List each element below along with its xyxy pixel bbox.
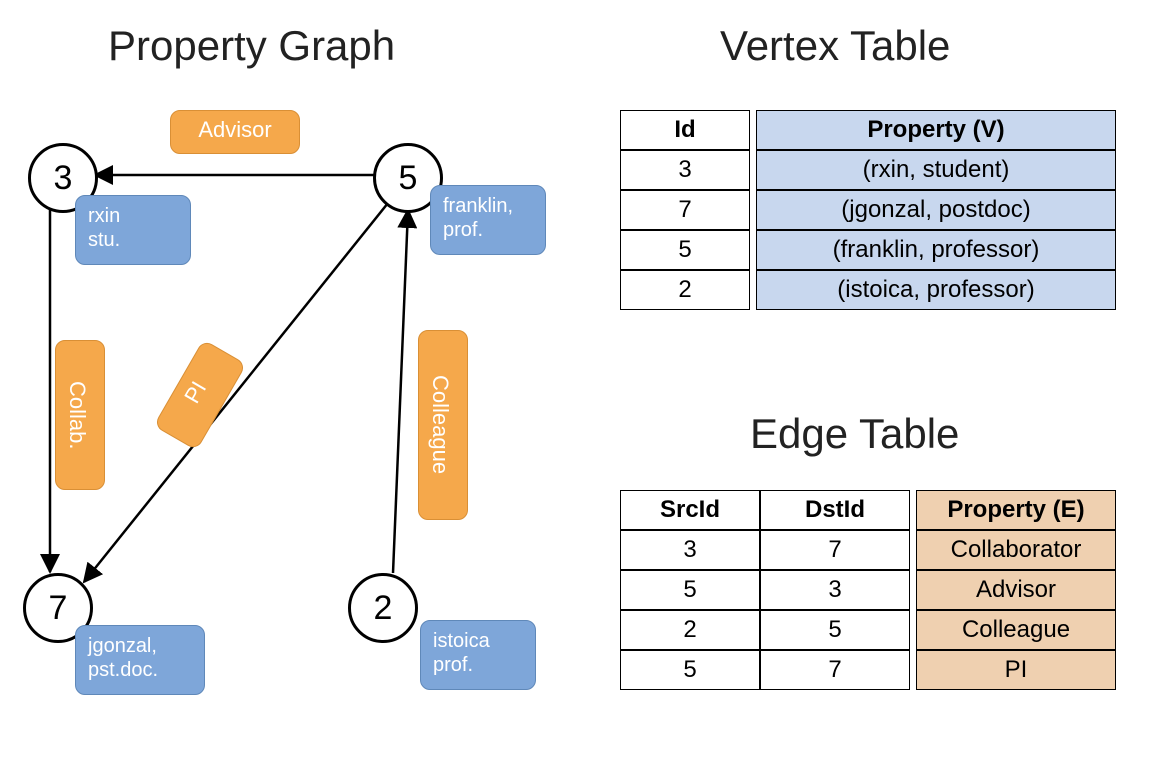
table-row: 2(istoica, professor)	[620, 270, 1116, 310]
cell-id: 2	[620, 270, 750, 310]
cell-prop: (rxin, student)	[756, 150, 1116, 190]
cell-prop: (franklin, professor)	[756, 230, 1116, 270]
col-header-id: Id	[620, 110, 750, 150]
table-row: 7(jgonzal, postdoc)	[620, 190, 1116, 230]
title-property-graph: Property Graph	[108, 22, 395, 70]
node-prop-box-3: rxinstu.	[75, 195, 191, 265]
cell-dst: 5	[760, 610, 910, 650]
cell-src: 3	[620, 530, 760, 570]
table-row: 57PI	[620, 650, 1116, 690]
cell-src: 5	[620, 570, 760, 610]
table-row: 3(rxin, student)	[620, 150, 1116, 190]
edge-2-5	[393, 210, 408, 573]
col-header-prop: Property (V)	[756, 110, 1116, 150]
cell-id: 7	[620, 190, 750, 230]
table-row: 37Collaborator	[620, 530, 1116, 570]
cell-prop: (jgonzal, postdoc)	[756, 190, 1116, 230]
col-header-src: SrcId	[620, 490, 760, 530]
cell-dst: 3	[760, 570, 910, 610]
cell-prop: Advisor	[916, 570, 1116, 610]
cell-prop: Colleague	[916, 610, 1116, 650]
table-row: 5(franklin, professor)	[620, 230, 1116, 270]
table-row: 25Colleague	[620, 610, 1116, 650]
diagram-root: { "titles": { "propertyGraph": "Property…	[0, 0, 1170, 760]
node-prop-box-7: jgonzal,pst.doc.	[75, 625, 205, 695]
edge-label-colleague: Colleague	[418, 330, 468, 520]
cell-prop: Collaborator	[916, 530, 1116, 570]
node-prop-box-2: istoicaprof.	[420, 620, 536, 690]
cell-src: 5	[620, 650, 760, 690]
table-row: 53Advisor	[620, 570, 1116, 610]
node-prop-box-5: franklin,prof.	[430, 185, 546, 255]
edge-label-pi: PI	[153, 339, 246, 451]
cell-dst: 7	[760, 650, 910, 690]
cell-src: 2	[620, 610, 760, 650]
col-header-prop: Property (E)	[916, 490, 1116, 530]
cell-id: 3	[620, 150, 750, 190]
table-header-row: IdProperty (V)	[620, 110, 1116, 150]
node-2: 2	[348, 573, 418, 643]
cell-prop: (istoica, professor)	[756, 270, 1116, 310]
cell-id: 5	[620, 230, 750, 270]
col-header-dst: DstId	[760, 490, 910, 530]
edge-table: SrcIdDstIdProperty (E)37Collaborator53Ad…	[620, 490, 1116, 690]
title-edge-table: Edge Table	[750, 410, 959, 458]
cell-prop: PI	[916, 650, 1116, 690]
cell-dst: 7	[760, 530, 910, 570]
vertex-table: IdProperty (V)3(rxin, student)7(jgonzal,…	[620, 110, 1116, 310]
edge-label-collab: Collab.	[55, 340, 105, 490]
table-header-row: SrcIdDstIdProperty (E)	[620, 490, 1116, 530]
title-vertex-table: Vertex Table	[720, 22, 950, 70]
edge-label-advisor: Advisor	[170, 110, 300, 154]
